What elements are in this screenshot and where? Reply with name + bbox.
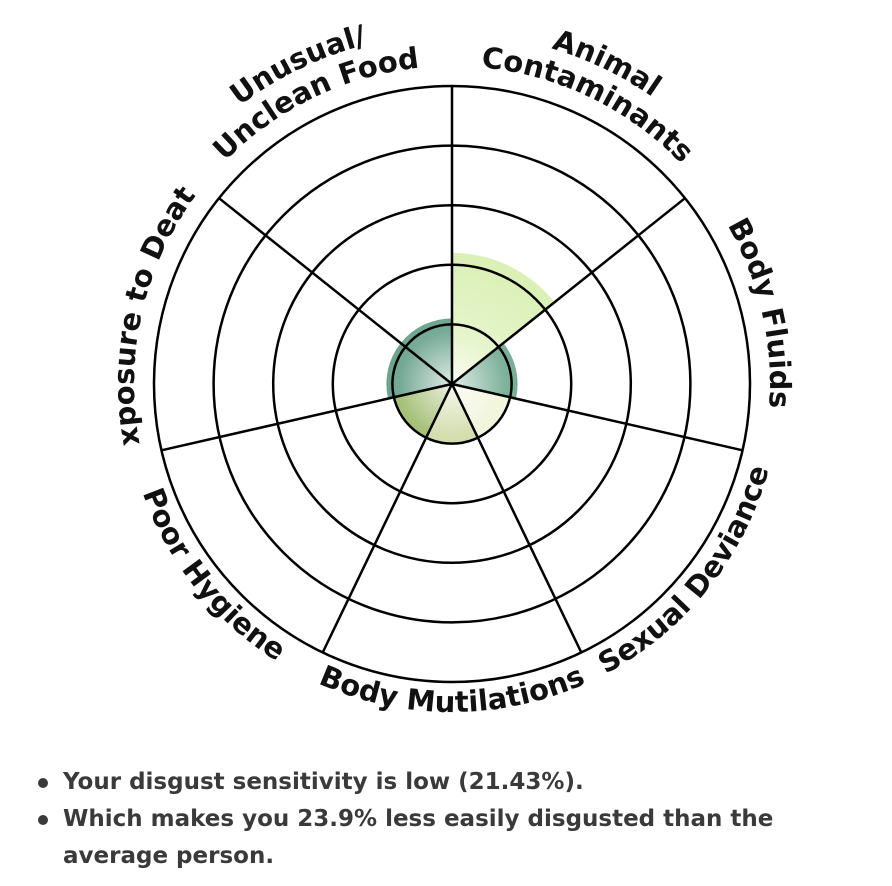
category-label: Poor Hygiene — [136, 483, 292, 667]
comparison-statement: Which makes you 23.9% less easily disgus… — [36, 801, 856, 875]
sensitivity-statement: Your disgust sensitivity is low (21.43%)… — [36, 764, 856, 801]
grid-spoke — [321, 383, 454, 654]
result-summary: Your disgust sensitivity is low (21.43%)… — [36, 764, 856, 875]
value-sector-shade — [452, 343, 518, 399]
value-sectors — [386, 252, 555, 444]
category-label: Body Fluids — [721, 212, 797, 409]
value-sector-shade — [426, 384, 478, 444]
category-label: Body Mutilations — [315, 658, 589, 719]
value-sector-shade — [400, 318, 452, 384]
radar-grid — [152, 84, 752, 684]
category-label: Exposure to Death — [0, 0, 202, 448]
grid-spoke — [161, 382, 453, 452]
value-sector-shade — [386, 343, 452, 399]
grid-spoke — [451, 197, 686, 385]
grid-spoke — [451, 382, 743, 452]
value-sector-shade — [452, 252, 555, 384]
grid-spoke — [218, 197, 453, 385]
grid-spoke — [450, 383, 583, 654]
